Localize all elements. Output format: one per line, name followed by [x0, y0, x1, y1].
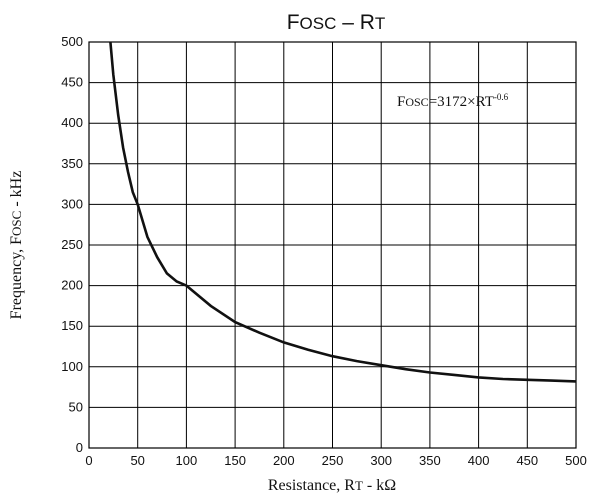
- x-tick-label: 0: [85, 453, 92, 468]
- grid: [88, 41, 577, 449]
- x-tick-label: 100: [176, 453, 198, 468]
- x-tick-label: 500: [565, 453, 587, 468]
- y-tick-label: 50: [69, 399, 83, 414]
- y-tick-labels: 0 50 100 150 200 250 300 350 400 450 500: [61, 34, 83, 455]
- x-tick-label: 200: [273, 453, 295, 468]
- y-tick-label: 350: [61, 156, 83, 171]
- y-tick-label: 200: [61, 278, 83, 293]
- series-line: [109, 41, 577, 383]
- y-tick-label: 250: [61, 237, 83, 252]
- x-tick-label: 350: [419, 453, 441, 468]
- x-tick-label: 400: [468, 453, 490, 468]
- x-tick-label: 450: [516, 453, 538, 468]
- x-tick-label: 250: [322, 453, 344, 468]
- y-tick-label: 450: [61, 75, 83, 90]
- x-tick-label: 50: [130, 453, 144, 468]
- y-tick-label: 300: [61, 196, 83, 211]
- y-tick-label: 400: [61, 115, 83, 130]
- y-tick-label: 0: [76, 440, 83, 455]
- x-tick-labels: 0 50 100 150 200 250 300 350 400 450 500: [85, 453, 586, 468]
- plot-frame: [88, 41, 577, 449]
- x-axis-label: Resistance, RT - kΩ: [268, 477, 396, 494]
- y-axis-label: Frequency, FOSC - kHz: [8, 171, 25, 320]
- equation-annotation: FOSC=3172×RT-0.6: [397, 92, 509, 110]
- y-tick-label: 500: [61, 34, 83, 49]
- y-tick-label: 100: [61, 359, 83, 374]
- x-tick-label: 300: [370, 453, 392, 468]
- x-tick-label: 150: [224, 453, 246, 468]
- chart-title: FOSC – RT: [287, 11, 386, 34]
- y-tick-label: 150: [61, 318, 83, 333]
